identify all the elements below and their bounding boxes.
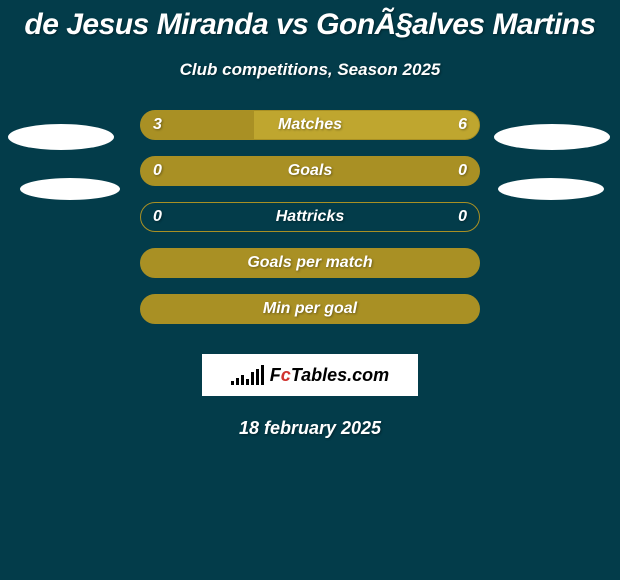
fctables-logo: FcTables.com bbox=[202, 354, 418, 396]
stat-bar: Min per goal bbox=[140, 294, 480, 324]
stat-label: Min per goal bbox=[141, 295, 479, 323]
logo-bar-column bbox=[261, 365, 264, 385]
stat-row: 00Goals bbox=[0, 156, 620, 202]
stat-bar: 00Goals bbox=[140, 156, 480, 186]
stat-label: Matches bbox=[141, 111, 479, 139]
stat-bar: Goals per match bbox=[140, 248, 480, 278]
logo-bar-column bbox=[236, 378, 239, 385]
logo-bar-column bbox=[251, 372, 254, 385]
stat-row: 36Matches bbox=[0, 110, 620, 156]
stat-row: Min per goal bbox=[0, 294, 620, 340]
stat-label: Goals bbox=[141, 157, 479, 185]
logo-bar-column bbox=[256, 369, 259, 385]
logo-letter-f: F bbox=[270, 365, 281, 385]
logo-bars-icon bbox=[231, 365, 264, 385]
logo-bar-column bbox=[231, 381, 234, 385]
stat-row: Goals per match bbox=[0, 248, 620, 294]
comparison-bars: 36Matches 00Goals 00Hattricks Goals per mat… bbox=[0, 110, 620, 340]
logo-text: FcTables.com bbox=[270, 365, 389, 386]
stat-row: 00Hattricks bbox=[0, 202, 620, 248]
logo-bar-column bbox=[241, 375, 244, 385]
page-title: de Jesus Miranda vs GonÃ§alves Martins bbox=[0, 0, 620, 42]
logo-bar-column bbox=[246, 379, 249, 385]
stat-label: Hattricks bbox=[141, 203, 479, 231]
stat-bar: 00Hattricks bbox=[140, 202, 480, 232]
stat-label: Goals per match bbox=[141, 249, 479, 277]
logo-rest: Tables.com bbox=[291, 365, 389, 385]
date: 18 february 2025 bbox=[0, 418, 620, 439]
stat-bar: 36Matches bbox=[140, 110, 480, 140]
logo-letter-c: c bbox=[281, 365, 291, 385]
subtitle: Club competitions, Season 2025 bbox=[0, 60, 620, 80]
